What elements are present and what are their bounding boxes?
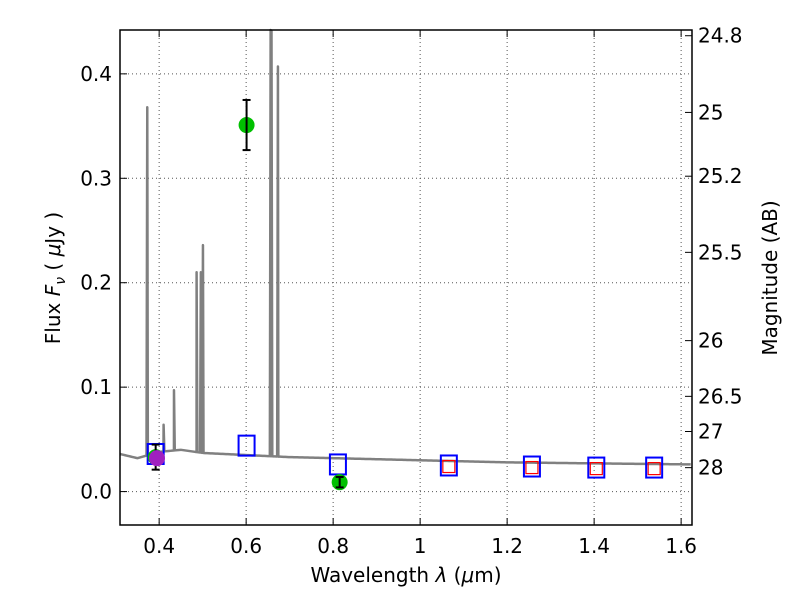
mag-tick-label: 26 [698,329,723,353]
spectrum-line [119,28,691,466]
y-tick-label: 0.0 [80,480,112,504]
mag-tick-label: 25.5 [698,240,743,264]
mag-tick-label: 25 [698,100,723,124]
x-tick-label: 0.4 [143,534,175,558]
model-square-blue [587,456,606,479]
x-tick-label: 1.4 [578,534,610,558]
model-square-red [647,462,661,476]
model-square-blue [645,456,664,479]
marker-layer [146,98,664,491]
model-square-blue [522,455,541,478]
x-tick-label: 1.6 [665,534,697,558]
y-axis-label: Flux Fν ( μJy ) [41,212,69,344]
x-axis-label: Wavelength λ (μm) [310,563,501,587]
model-square-red [525,460,539,475]
x-tick-label: 1 [414,534,427,558]
mag-tick-label: 27 [698,419,723,443]
x-tick-label: 0.6 [230,534,262,558]
x-tick-label: 0.8 [317,534,349,558]
plot-frame [119,29,693,526]
mag-tick-label: 28 [698,456,723,480]
model-square-blue [439,454,458,477]
x-tick-label: 1.2 [491,534,523,558]
model-square-red [589,462,603,476]
y-tick-label: 0.2 [80,271,112,295]
tick-layer: 0.4 0.6 0.8 1 1.2 1.4 1.6 0.0 0.1 0.2 0.3 0.4 24.8 25… [80,24,742,558]
y-tick-label: 0.1 [80,375,112,399]
grid-layer [120,30,692,525]
model-square-red [442,459,456,474]
mag-tick-label: 26.5 [698,384,743,408]
y-tick-label: 0.3 [80,166,112,190]
highlight-point [148,450,165,467]
model-square-blue [237,434,256,457]
y2-axis-label: Magnitude (AB) [758,200,782,355]
mag-tick-label: 24.8 [698,24,743,48]
mag-tick-label: 25.2 [698,164,743,188]
y-tick-label: 0.4 [80,62,112,86]
spectrum-layer [119,28,691,466]
